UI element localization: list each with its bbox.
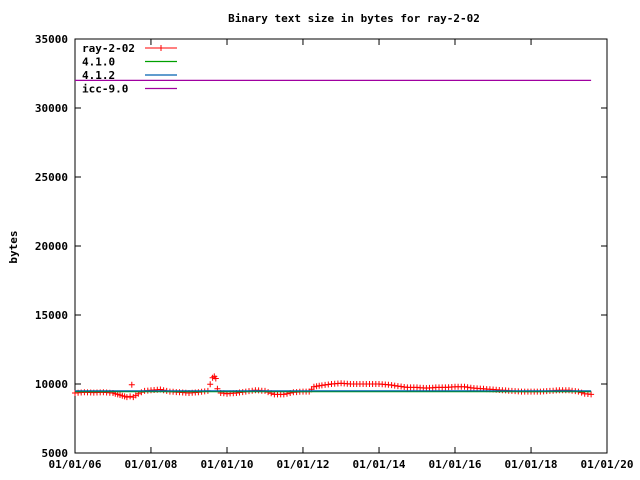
data-point <box>127 393 134 400</box>
x-tick-label: 01/01/20 <box>581 458 634 471</box>
y-tick-label: 20000 <box>35 240 68 253</box>
legend-label: 4.1.0 <box>82 56 115 69</box>
legend-label: icc-9.0 <box>82 83 128 96</box>
legend-label: ray-2-02 <box>82 42 135 55</box>
data-point <box>207 381 214 388</box>
y-tick-label: 5000 <box>42 447 69 460</box>
y-tick-label: 25000 <box>35 171 68 184</box>
y-tick-label: 10000 <box>35 378 68 391</box>
data-point <box>588 391 595 398</box>
legend-label: 4.1.2 <box>82 69 115 82</box>
x-tick-label: 01/01/10 <box>201 458 254 471</box>
chart-title: Binary text size in bytes for ray-2-02 <box>228 12 480 25</box>
x-tick-label: 01/01/08 <box>124 458 177 471</box>
legend-marker <box>158 45 164 51</box>
x-tick-label: 01/01/12 <box>276 458 329 471</box>
y-tick-label: 35000 <box>35 33 68 46</box>
data-point <box>123 394 130 401</box>
x-tick-label: 01/01/06 <box>49 458 102 471</box>
plot-area: 5000 10000 15000 20000 25000 30000 35000 01/01/… <box>35 33 634 471</box>
data-point <box>280 391 287 398</box>
series-0 <box>72 373 595 401</box>
data-point <box>138 389 145 396</box>
data-point <box>128 381 135 388</box>
x-tick-label: 01/01/16 <box>428 458 481 471</box>
y-tick-label: 30000 <box>35 102 68 115</box>
y-tick-label: 15000 <box>35 309 68 322</box>
y-axis-label: bytes <box>7 230 20 263</box>
x-tick-label: 01/01/14 <box>353 458 406 471</box>
data-point <box>160 387 167 394</box>
data-point <box>212 375 219 382</box>
x-tick-label: 01/01/18 <box>505 458 558 471</box>
